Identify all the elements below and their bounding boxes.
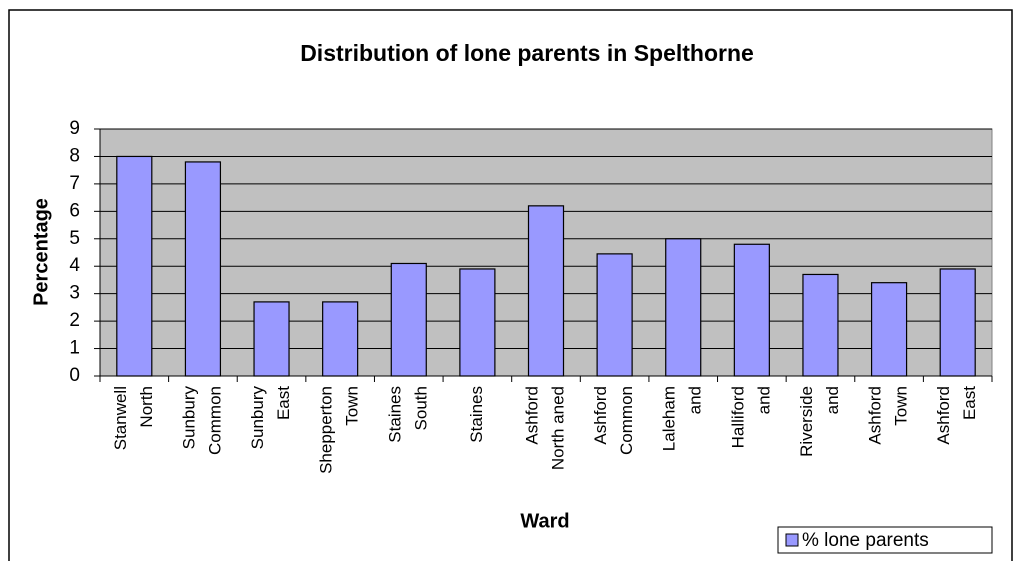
y-axis-title: Percentage [30,198,52,306]
y-tick-label: 9 [69,118,80,139]
bar [116,155,153,377]
x-tick-label: East [960,386,979,420]
x-tick-label: Town [343,386,362,426]
legend-box [777,526,993,554]
x-tick-label: Ashford [591,386,610,445]
y-tick-label: 1 [69,338,80,359]
x-tick-label: Staines [385,386,404,443]
bar [733,243,770,377]
x-tick-label: Riverside [797,386,816,457]
x-tick-label: Shepperton [317,386,336,474]
y-tick-label: 0 [69,365,80,386]
legend-swatch [785,533,799,547]
bar [665,238,702,377]
x-tick-label: Ashford [866,386,885,445]
x-tick-label: Stanwell [111,386,130,450]
x-tick-label: and [823,386,842,414]
x-tick-label: Sunbury [179,386,198,450]
chart-title: Distribution of lone parents in Spelthor… [300,40,754,66]
x-tick-label: and [754,386,773,414]
x-tick-label: Sunbury [248,386,267,450]
y-tick-label: 6 [69,200,80,221]
x-tick-label: Ashford [522,386,541,445]
y-tick-label: 3 [69,283,80,304]
y-tick-label: 4 [69,255,80,276]
x-tick-label: Staines [467,386,486,443]
x-tick-label: Halliford [728,386,747,448]
y-tick-label: 7 [69,173,80,194]
bar [802,273,839,377]
bar [390,262,427,377]
bar [527,205,565,377]
x-tick-label: Ashford [934,386,953,445]
bar [870,282,908,377]
x-tick-label: South [411,386,430,430]
x-tick-label: North [137,386,156,428]
bar [253,301,290,377]
y-tick-label: 8 [69,145,80,166]
y-tick-label: 5 [69,228,80,249]
x-tick-label: Laleham [660,386,679,451]
bar [184,161,222,377]
x-tick-label: East [274,386,293,420]
x-tick-label: Town [892,386,911,426]
bar [939,268,976,377]
y-tick-label: 2 [69,310,80,331]
x-tick-label: North aned [548,386,567,470]
x-tick-label: Common [205,386,224,455]
bar [596,253,633,377]
legend-label: % lone parents [802,530,929,551]
bar [459,268,496,377]
x-tick-label: Common [617,386,636,455]
x-axis-title: Ward [520,510,569,532]
bar [322,301,359,377]
x-tick-label: and [686,386,705,414]
